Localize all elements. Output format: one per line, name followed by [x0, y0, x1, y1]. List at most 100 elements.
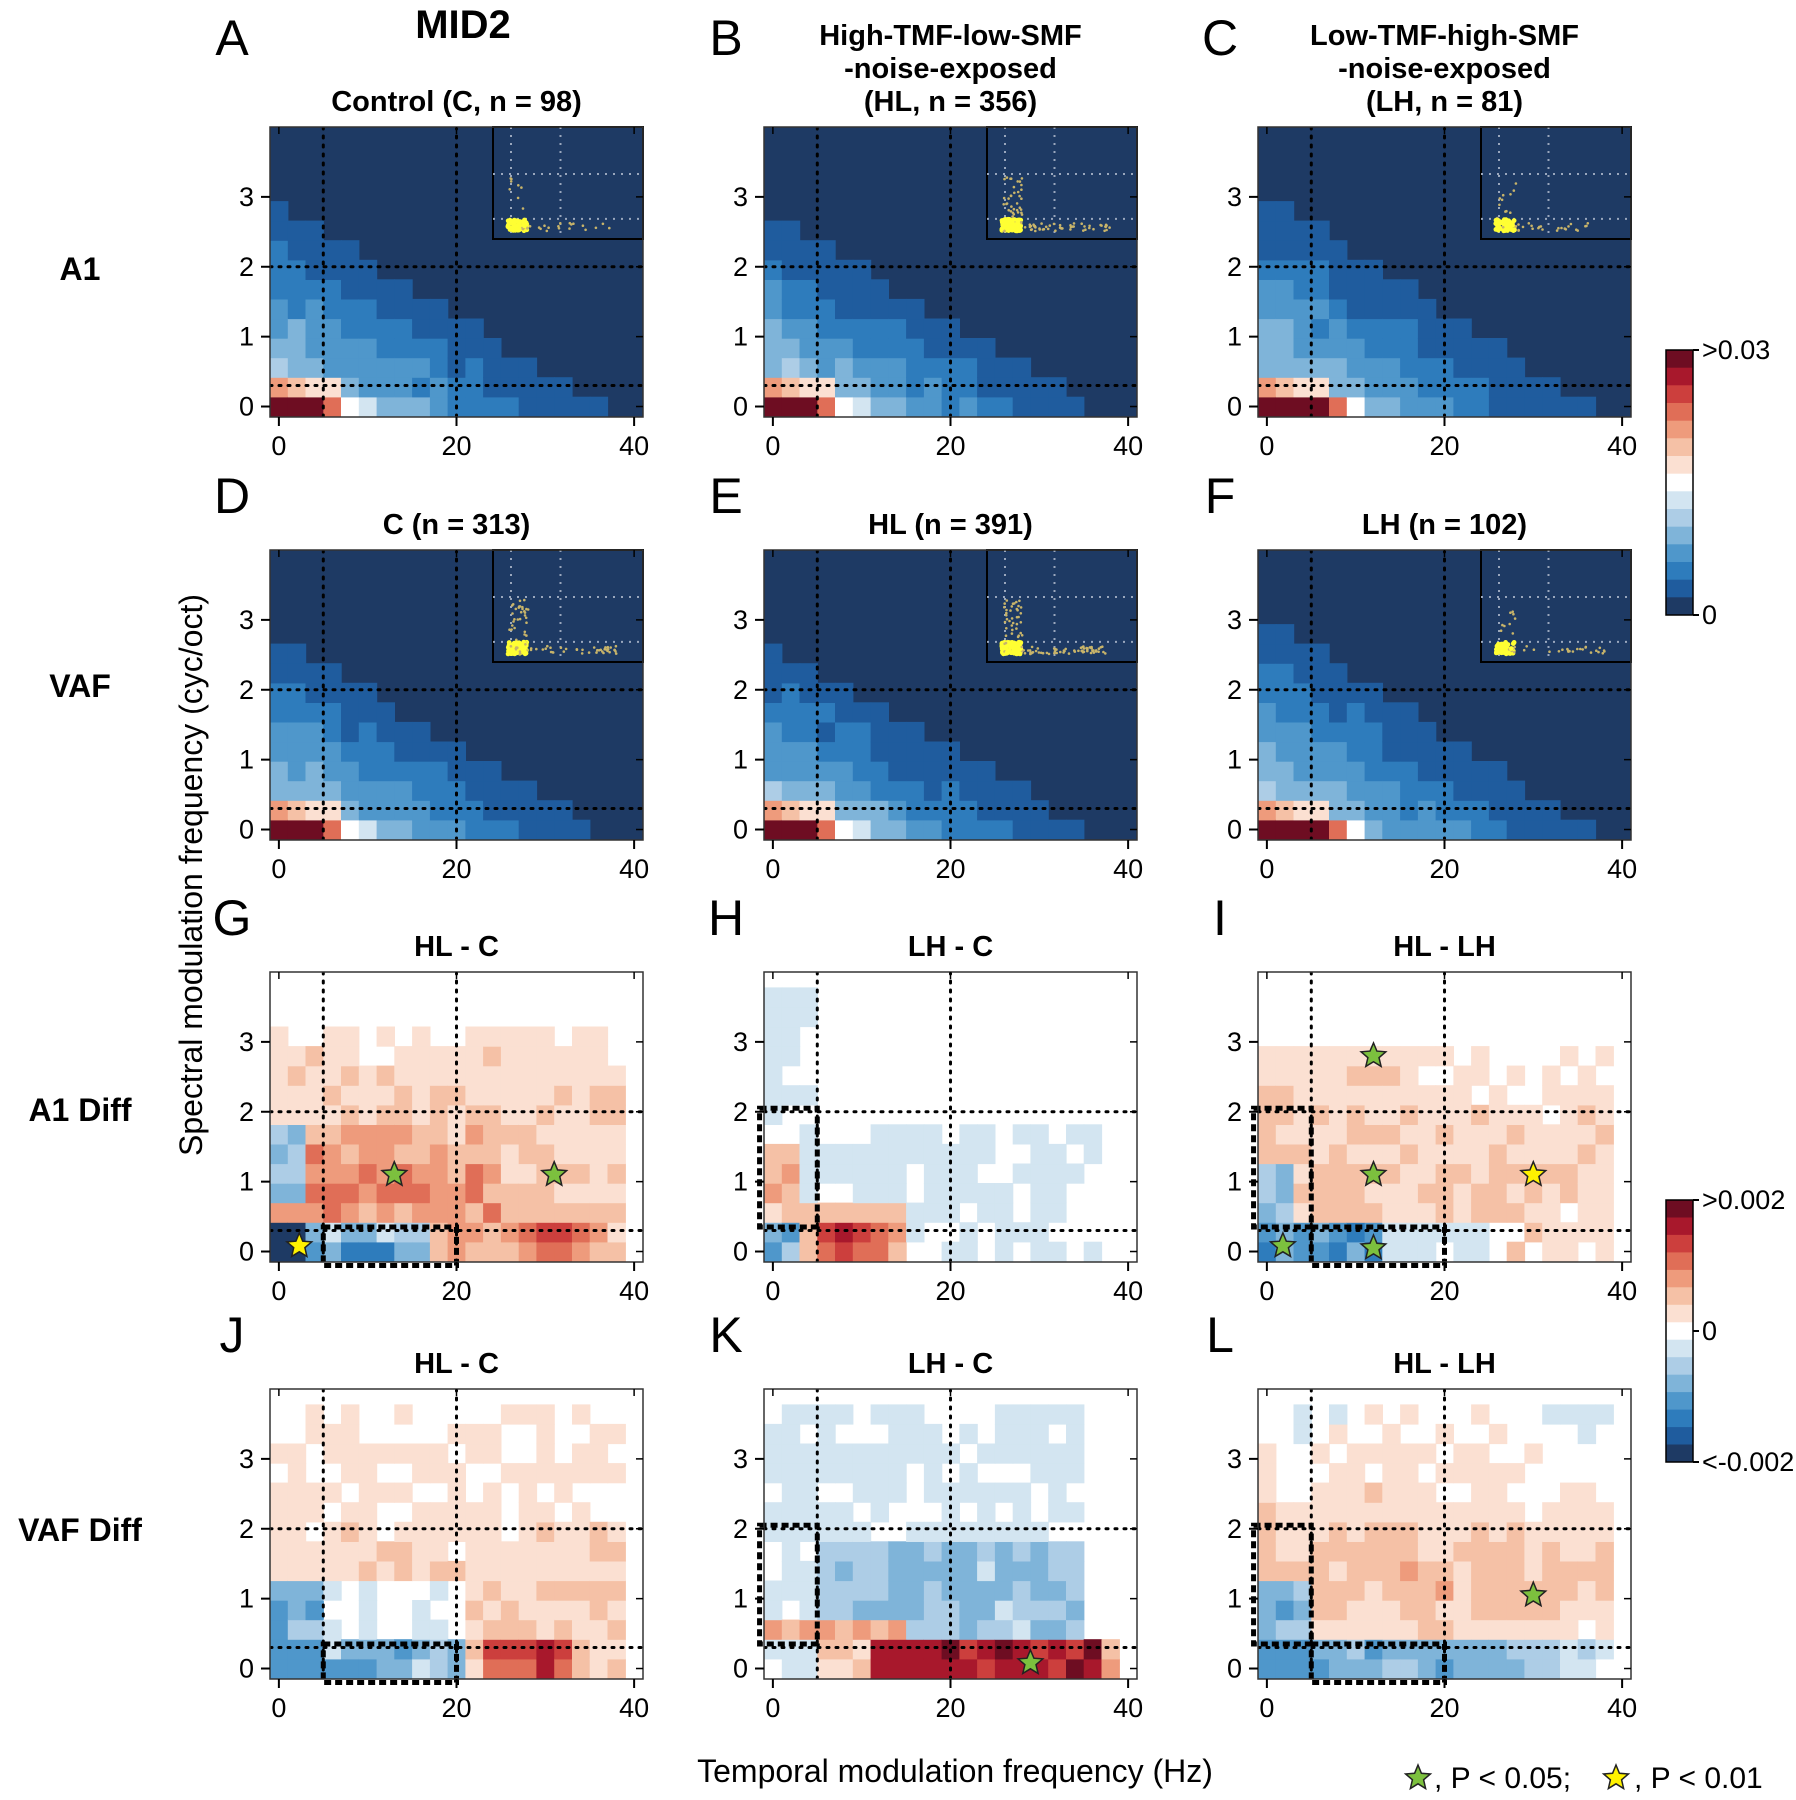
heatmap-cell: [1275, 663, 1295, 684]
heatmap-cell: [412, 1521, 431, 1542]
heatmap-cell: [607, 1463, 626, 1484]
inset-point: [1505, 209, 1508, 213]
heatmap-cell: [589, 396, 609, 417]
legend-star-shape: [1403, 1763, 1433, 1791]
heatmap-cell: [977, 1521, 996, 1542]
heatmap-cell: [607, 1065, 626, 1086]
heatmap-cell: [906, 1443, 925, 1464]
heatmap-cell: [305, 220, 324, 241]
heatmap-cell: [781, 1183, 801, 1204]
heatmap-cell: [1293, 761, 1312, 782]
heatmap-cell: [323, 1482, 342, 1503]
heatmap-cell: [287, 1183, 307, 1204]
heatmap-cell: [799, 279, 818, 300]
heatmap-cell: [852, 761, 872, 782]
heatmap-cell: [1506, 1580, 1526, 1601]
inset-point: [1019, 220, 1023, 224]
heatmap-cell: [1275, 741, 1295, 762]
heatmap-cells: [270, 643, 591, 840]
inset-point: [1020, 177, 1024, 180]
heatmap-cell: [323, 1065, 342, 1086]
heatmap-cell: [483, 377, 502, 398]
heatmap-cell: [536, 1026, 555, 1047]
heatmap-cell: [888, 1202, 907, 1223]
inset-point: [1046, 227, 1050, 231]
heatmap-cell: [483, 1502, 502, 1523]
heatmap-cell: [1560, 819, 1579, 840]
heatmap-cell: [852, 338, 872, 359]
heatmap-cell: [589, 1521, 609, 1542]
heatmap-cell: [852, 1463, 872, 1484]
heatmap-cell: [1275, 1658, 1295, 1679]
heatmap-cell: [1471, 1404, 1490, 1425]
inset-point: [1023, 226, 1027, 229]
heatmap-cell: [1471, 761, 1490, 782]
heatmap-cell: [852, 1443, 872, 1464]
panel-title: C (n = 313): [383, 509, 530, 541]
inset-point: [519, 610, 523, 614]
heatmap-cell: [941, 741, 960, 762]
heatmap-cell: [1417, 1163, 1437, 1184]
heatmap-cell: [554, 1658, 573, 1679]
heatmap-cell: [1417, 1541, 1437, 1562]
heatmap-cell: [1595, 1046, 1614, 1067]
heatmap-cell: [764, 1143, 783, 1165]
inset-point: [513, 618, 516, 621]
heatmap-cell: [1258, 1502, 1277, 1523]
heatmap-cell: [923, 1521, 943, 1542]
heatmap-cell: [1311, 220, 1330, 241]
heatmap-cell: [1595, 1560, 1614, 1582]
heatmap-cell: [817, 1143, 836, 1165]
inset-point: [1003, 229, 1006, 233]
inset-point: [517, 184, 520, 187]
heatmap-cell: [554, 1482, 573, 1503]
heatmap-cell: [1382, 761, 1401, 782]
heatmap-cell: [781, 1046, 801, 1067]
inset-point: [1037, 651, 1041, 654]
heatmap-cell: [607, 1541, 626, 1562]
heatmap-cell: [305, 1482, 324, 1503]
y-tick-label: 2: [239, 1097, 254, 1127]
heatmap-cell: [305, 1222, 324, 1243]
heatmap-cell: [500, 377, 520, 398]
heatmap-cell: [465, 1222, 484, 1243]
heatmap-cell: [1560, 396, 1579, 417]
heatmap-cell: [1453, 819, 1472, 840]
heatmap-cell: [483, 1423, 502, 1445]
heatmap-cell: [764, 780, 783, 801]
heatmap-cell: [888, 1463, 907, 1484]
heatmap-cell: [1595, 1541, 1614, 1562]
heatmap-cell: [554, 396, 573, 417]
heatmap-cell: [1524, 1521, 1543, 1542]
heatmap-cell: [394, 1482, 413, 1503]
heatmap-cell: [799, 1163, 818, 1184]
heatmap-cell: [1506, 800, 1526, 821]
heatmap-cell: [1560, 1502, 1579, 1523]
heatmap-cell: [500, 1404, 520, 1425]
heatmap-cell: [799, 1085, 818, 1106]
heatmap-cell: [429, 780, 449, 801]
heatmap-cell: [1012, 1404, 1032, 1425]
heatmap-cell: [376, 721, 395, 743]
heatmap-cell: [835, 396, 854, 417]
panel-title-line: High-TMF-low-SMF: [819, 20, 1082, 52]
heatmap-cells: [764, 220, 1085, 417]
heatmap-cell: [500, 1560, 520, 1582]
heatmap-cell: [799, 1143, 818, 1165]
heatmap-cell: [1577, 1065, 1597, 1086]
heatmap-cell: [305, 741, 324, 762]
heatmap-cell: [447, 318, 466, 339]
heatmap-cell: [483, 1541, 502, 1562]
heatmap-cell: [554, 1541, 573, 1562]
colorbar-swatch: [1666, 544, 1693, 563]
heatmap-cell: [959, 1222, 978, 1243]
inset-point: [1040, 222, 1043, 225]
heatmap-cell: [465, 1521, 484, 1542]
heatmap-cell: [1311, 800, 1330, 821]
heatmap-cell: [1346, 1521, 1366, 1542]
inset-point: [1020, 211, 1023, 215]
heatmap-cell: [1346, 1065, 1366, 1086]
